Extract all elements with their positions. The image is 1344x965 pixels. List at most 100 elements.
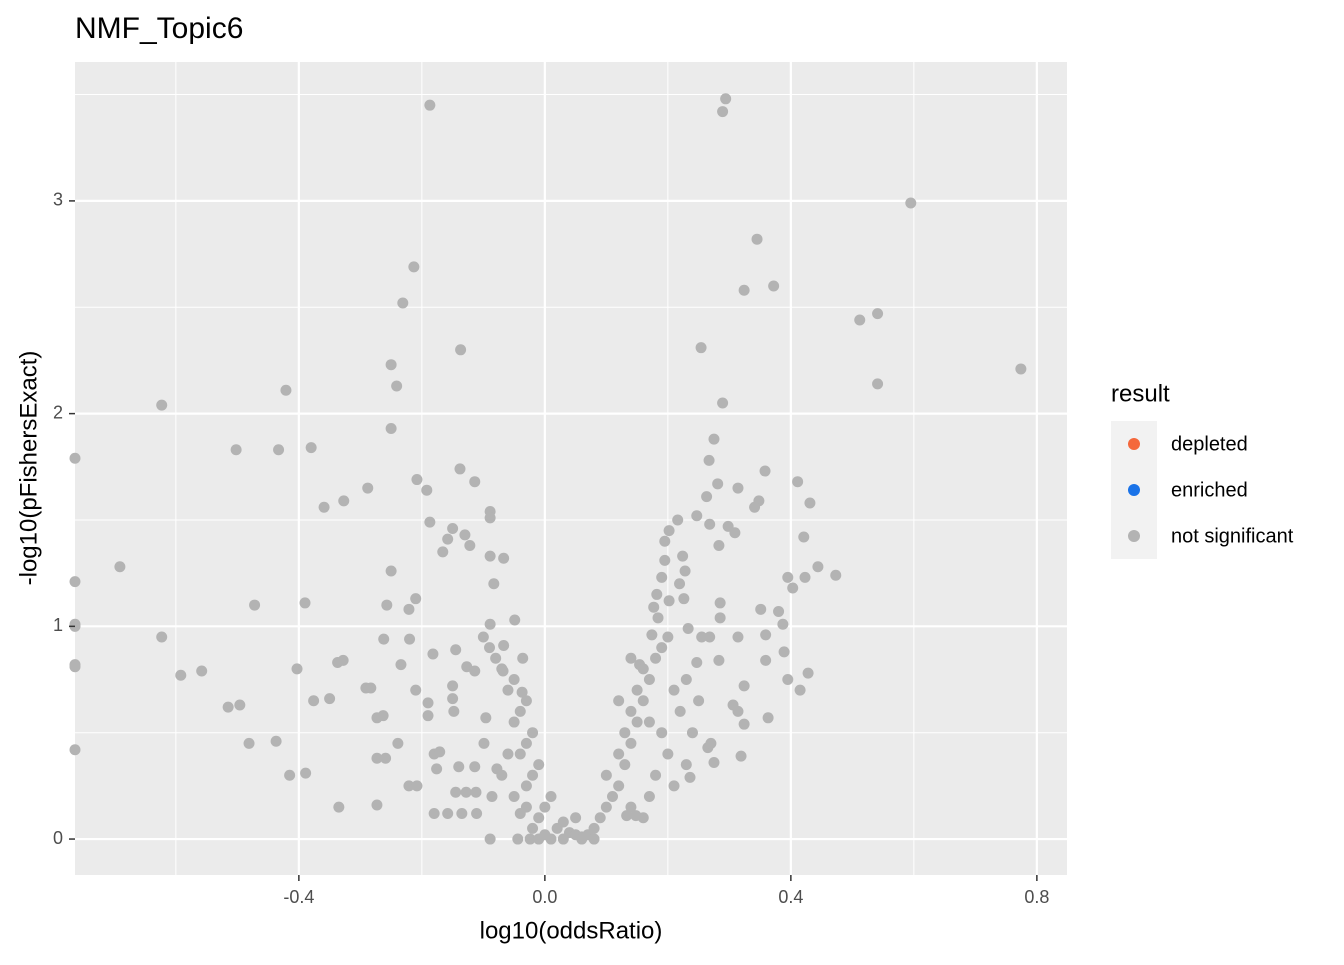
point (469, 476, 481, 488)
point (701, 491, 713, 503)
point (520, 695, 532, 707)
point (738, 680, 750, 692)
point (668, 780, 680, 792)
point (696, 631, 708, 643)
point (496, 663, 508, 675)
point (703, 454, 715, 466)
point (300, 767, 312, 779)
point (652, 612, 664, 624)
point (637, 812, 649, 824)
point (798, 531, 810, 543)
point (431, 763, 443, 775)
point (488, 578, 500, 590)
point (514, 748, 526, 760)
point (663, 525, 675, 537)
point (284, 769, 296, 781)
point (751, 233, 763, 245)
point (794, 684, 806, 696)
point (613, 780, 625, 792)
y-tick-label: 0 (53, 828, 63, 848)
point (713, 654, 725, 666)
point (471, 808, 483, 820)
point (427, 648, 439, 660)
legend: depleted enriched not significant (1111, 421, 1294, 559)
point (637, 663, 649, 675)
point (421, 484, 433, 496)
point (424, 516, 436, 528)
point (802, 667, 814, 679)
point (557, 833, 569, 845)
point (520, 780, 532, 792)
point (273, 444, 285, 456)
point (812, 561, 824, 573)
point (69, 661, 81, 673)
point (732, 482, 744, 494)
point (650, 769, 662, 781)
point (484, 512, 496, 524)
point (469, 761, 481, 773)
point (69, 452, 81, 464)
point (646, 629, 658, 641)
point (371, 799, 383, 811)
point (787, 582, 799, 594)
point (385, 359, 397, 371)
point (156, 631, 168, 643)
point (714, 597, 726, 609)
point (291, 663, 303, 675)
legend-label: not significant (1171, 525, 1294, 547)
point (643, 791, 655, 803)
point (704, 631, 716, 643)
point (782, 571, 794, 583)
point (299, 597, 311, 609)
point (621, 810, 633, 822)
point (684, 771, 696, 783)
x-axis-title: log10(oddsRatio) (480, 917, 663, 944)
point (613, 695, 625, 707)
point (708, 756, 720, 768)
point (625, 801, 637, 813)
point (380, 752, 392, 764)
point (732, 705, 744, 717)
point (600, 769, 612, 781)
point (680, 674, 692, 686)
point (308, 695, 320, 707)
point (650, 652, 662, 664)
point (508, 791, 520, 803)
point (588, 822, 600, 834)
point (600, 801, 612, 813)
point (720, 93, 732, 105)
point (872, 378, 884, 390)
point (691, 510, 703, 522)
y-axis-title: -log10(pFishersExact) (15, 351, 42, 586)
point (648, 601, 660, 613)
point (527, 822, 539, 834)
point (508, 674, 520, 686)
legend-title: result (1111, 380, 1170, 407)
point (712, 478, 724, 490)
point (332, 656, 344, 668)
point (484, 833, 496, 845)
point (484, 642, 496, 654)
point (480, 712, 492, 724)
legend-key (1128, 438, 1140, 450)
point (403, 780, 415, 792)
point (424, 99, 436, 111)
legend-key (1128, 484, 1140, 496)
point (437, 546, 449, 558)
point (695, 342, 707, 354)
point (663, 595, 675, 607)
point (749, 501, 761, 513)
point (324, 693, 336, 705)
point (371, 752, 383, 764)
point (447, 693, 459, 705)
y-tick-label: 2 (53, 402, 63, 422)
point (782, 674, 794, 686)
point (222, 701, 234, 713)
point (385, 565, 397, 577)
point (459, 529, 471, 541)
point (464, 540, 476, 552)
point (498, 552, 510, 564)
plot-panel (75, 62, 1067, 875)
point (533, 759, 545, 771)
